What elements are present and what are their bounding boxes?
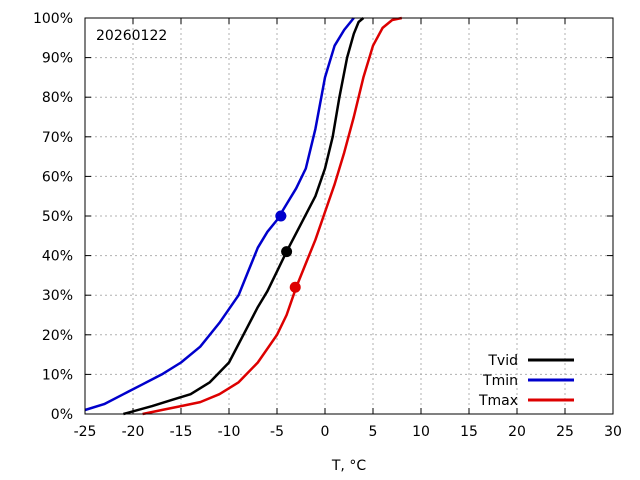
y-tick-label: 20% [42, 328, 73, 344]
y-tick-label: 60% [42, 169, 73, 185]
x-tick-label: -15 [170, 424, 193, 440]
x-tick-label: 15 [460, 424, 478, 440]
x-tick-label: 5 [369, 424, 378, 440]
y-tick-label: 90% [42, 51, 73, 67]
x-tick-label: -5 [270, 424, 284, 440]
series-line-tmax [142, 16, 403, 416]
x-tick-label: 30 [604, 424, 622, 440]
y-tick-label: 50% [42, 209, 73, 225]
series-line-tmin [84, 17, 355, 412]
x-axis-title: T, °C [331, 458, 366, 474]
series-marker-tmax [289, 281, 301, 293]
y-tick-labels: 0% 10% 20% 30% 40% 50% 60% 70% 80% 90% 100% [33, 11, 73, 423]
x-tick-label: -20 [122, 424, 145, 440]
legend-label-tmax: Tmax [478, 393, 518, 409]
series-marker-tmin [275, 210, 287, 222]
series-line-tvid [123, 17, 365, 416]
y-tick-label: 80% [42, 90, 73, 106]
grid [85, 18, 613, 414]
legend-label-tmin: Tmin [482, 373, 518, 389]
legend-label-tvid: Tvid [487, 353, 518, 369]
y-tick-label: 40% [42, 249, 73, 265]
x-tick-label: 0 [321, 424, 330, 440]
y-tick-label: 100% [33, 11, 73, 27]
series-marker-tvid [281, 246, 293, 258]
x-tick-label: -10 [218, 424, 241, 440]
x-tick-label: -25 [74, 424, 97, 440]
date-annotation: 20260122 [96, 28, 167, 44]
plot-frame [84, 17, 614, 415]
series-group [84, 16, 403, 416]
y-tick-label: 70% [42, 130, 73, 146]
x-tick-label: 25 [556, 424, 574, 440]
x-tick-label: 10 [412, 424, 430, 440]
y-tick-label: 30% [42, 288, 73, 304]
y-tick-label: 0% [51, 407, 73, 423]
tick-group [84, 17, 614, 415]
x-tick-label: 20 [508, 424, 526, 440]
y-tick-label: 10% [42, 367, 73, 383]
legend: Tvid Tmin Tmax [478, 353, 574, 409]
x-tick-labels: -25 -20 -15 -10 -5 0 5 10 15 20 25 30 [74, 424, 622, 440]
